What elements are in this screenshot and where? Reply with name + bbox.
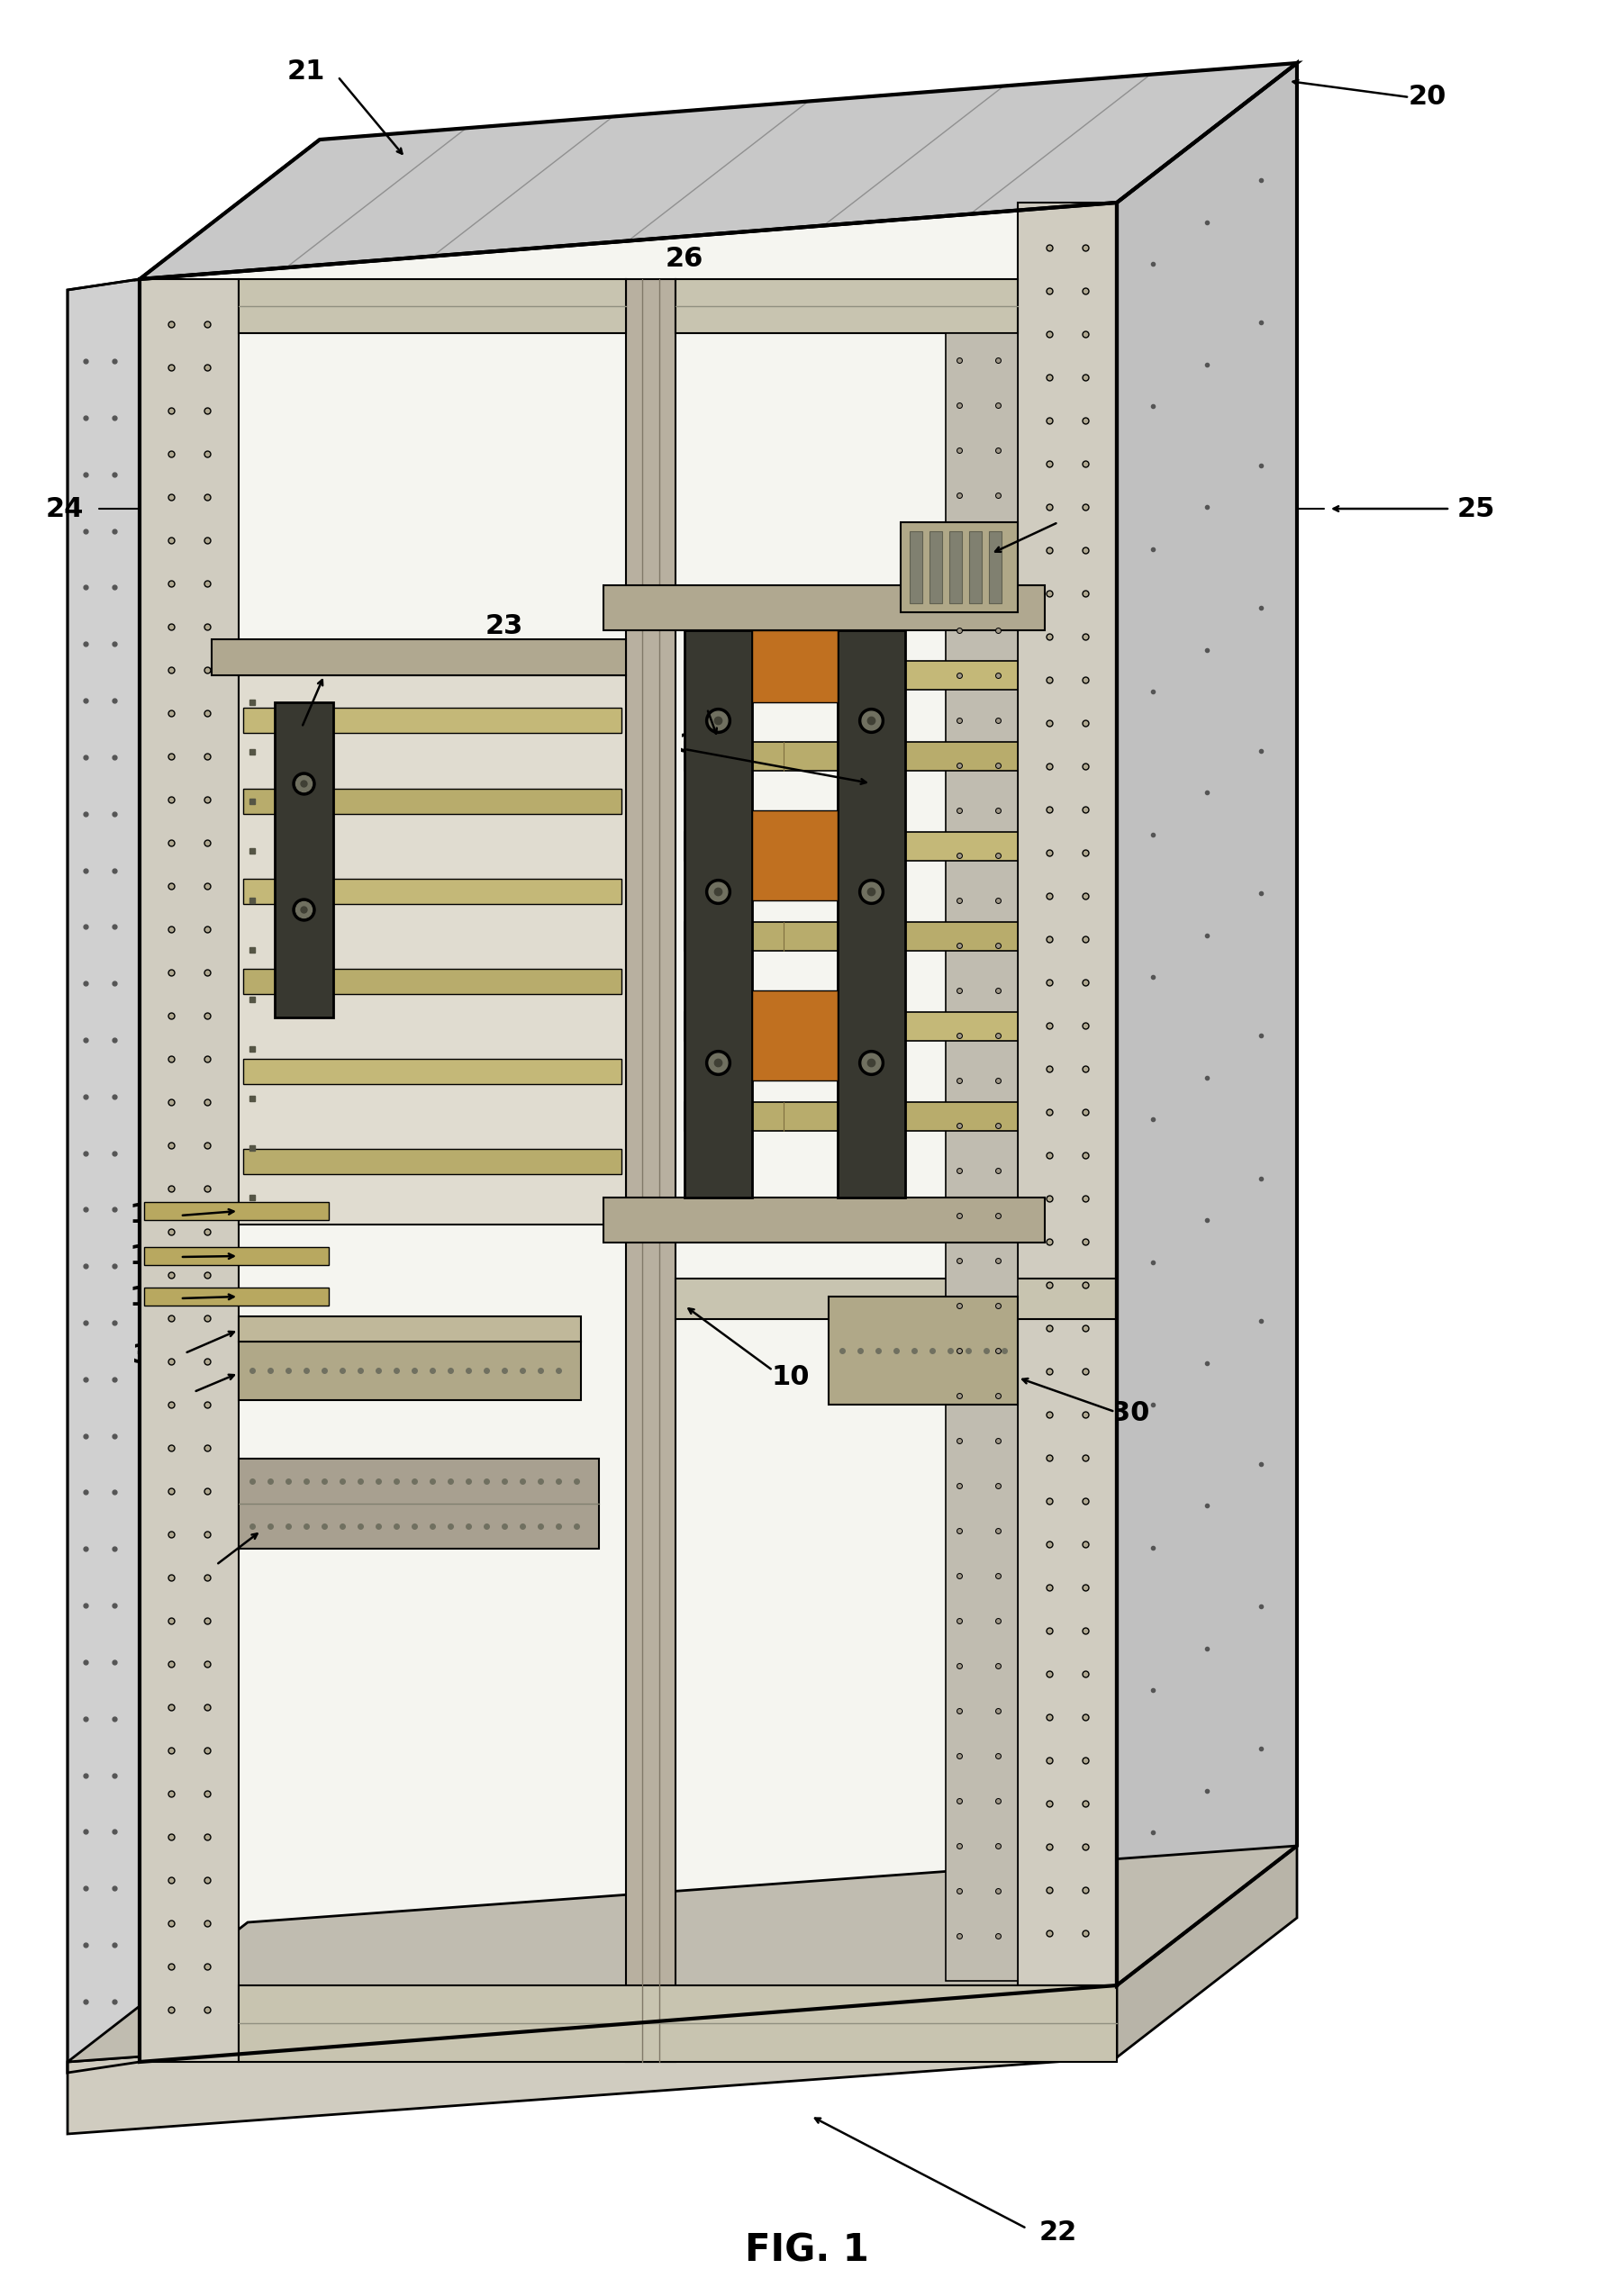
Polygon shape <box>68 1846 1298 2062</box>
Polygon shape <box>144 1203 329 1219</box>
Polygon shape <box>949 530 962 604</box>
Text: 26: 26 <box>665 246 704 273</box>
Polygon shape <box>68 280 139 2073</box>
Polygon shape <box>930 530 943 604</box>
Polygon shape <box>838 631 905 1199</box>
Text: 33: 33 <box>679 732 717 758</box>
Polygon shape <box>684 1013 1018 1040</box>
Text: 25: 25 <box>1457 496 1496 521</box>
Polygon shape <box>604 585 1044 631</box>
Text: 28: 28 <box>166 1554 203 1580</box>
Text: 13: 13 <box>129 1203 168 1228</box>
Text: 27: 27 <box>268 707 305 732</box>
Polygon shape <box>144 1288 329 1306</box>
Polygon shape <box>239 675 626 1224</box>
Polygon shape <box>239 1341 581 1401</box>
Polygon shape <box>946 333 1018 1981</box>
Polygon shape <box>752 810 838 900</box>
Polygon shape <box>752 631 838 703</box>
Text: 29: 29 <box>1054 505 1093 530</box>
Polygon shape <box>676 1279 1117 1320</box>
Polygon shape <box>1117 62 1298 1986</box>
Polygon shape <box>1117 1846 1298 2057</box>
Polygon shape <box>244 879 621 905</box>
Polygon shape <box>244 790 621 815</box>
Polygon shape <box>684 923 1018 951</box>
Polygon shape <box>211 638 626 675</box>
Polygon shape <box>626 280 676 2062</box>
Polygon shape <box>244 1148 621 1173</box>
Polygon shape <box>244 707 621 732</box>
Polygon shape <box>684 661 1018 689</box>
Polygon shape <box>244 1058 621 1084</box>
Polygon shape <box>968 530 981 604</box>
Text: 34: 34 <box>702 691 739 719</box>
Polygon shape <box>910 530 922 604</box>
Text: 24: 24 <box>45 496 84 521</box>
Polygon shape <box>239 1458 599 1550</box>
Text: 23: 23 <box>486 613 523 638</box>
Polygon shape <box>139 62 1298 280</box>
Polygon shape <box>989 530 1002 604</box>
Text: 22: 22 <box>1039 2220 1077 2245</box>
Polygon shape <box>239 280 626 333</box>
Text: 11: 11 <box>129 1286 168 1311</box>
Text: 20: 20 <box>1409 85 1446 110</box>
Polygon shape <box>68 1986 1117 2133</box>
Polygon shape <box>239 1986 1117 2062</box>
Polygon shape <box>901 521 1018 613</box>
Polygon shape <box>604 1199 1044 1242</box>
Text: 21: 21 <box>287 60 326 85</box>
Text: 10: 10 <box>771 1364 810 1391</box>
Polygon shape <box>244 969 621 994</box>
Text: 31: 31 <box>145 1380 184 1407</box>
Polygon shape <box>828 1297 1018 1405</box>
Polygon shape <box>274 703 332 1017</box>
Polygon shape <box>144 1247 329 1265</box>
Polygon shape <box>139 202 1117 2062</box>
Polygon shape <box>684 831 1018 861</box>
Polygon shape <box>139 280 239 2062</box>
Text: 32: 32 <box>132 1343 171 1368</box>
Polygon shape <box>1018 202 1117 1986</box>
Polygon shape <box>684 631 752 1199</box>
Text: FIG. 1: FIG. 1 <box>746 2232 868 2271</box>
Polygon shape <box>684 742 1018 771</box>
Text: 12: 12 <box>129 1244 168 1270</box>
Polygon shape <box>752 990 838 1081</box>
Polygon shape <box>684 1102 1018 1132</box>
Polygon shape <box>239 1316 581 1341</box>
Polygon shape <box>676 280 1018 333</box>
Text: 30: 30 <box>1112 1401 1149 1426</box>
